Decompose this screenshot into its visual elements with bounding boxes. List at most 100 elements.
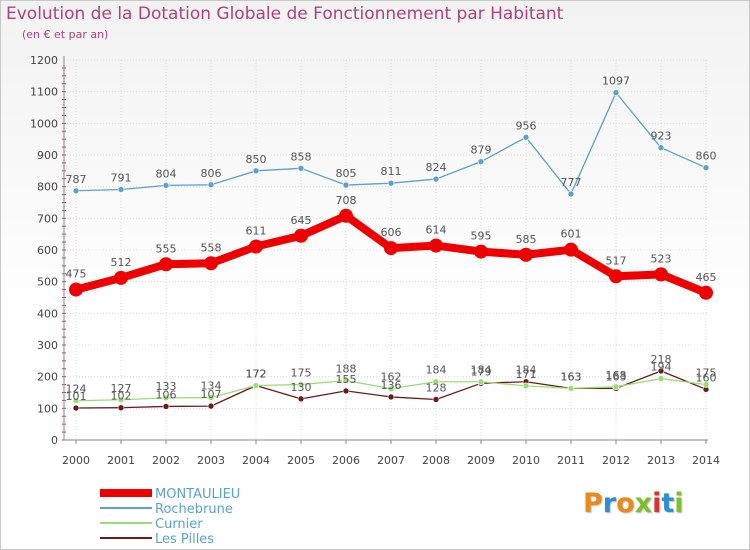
data-point <box>117 186 125 193</box>
proxiti-logo: Proxiti <box>583 488 684 519</box>
data-label: 168 <box>606 369 627 382</box>
data-label: 136 <box>381 379 402 392</box>
data-point <box>162 182 170 189</box>
data-point <box>207 402 215 410</box>
logo-letter: i <box>652 488 662 519</box>
y-tick-label: 800 <box>37 181 58 194</box>
data-point <box>162 403 170 410</box>
data-label: 787 <box>66 173 87 186</box>
y-tick-label: 1000 <box>30 117 58 130</box>
data-label: 128 <box>426 381 447 394</box>
data-label: 860 <box>696 150 717 163</box>
data-label: 956 <box>516 119 537 132</box>
data-label: 184 <box>516 364 537 377</box>
data-label: 923 <box>651 130 672 143</box>
data-point <box>384 241 398 256</box>
logo-letter: o <box>616 488 635 519</box>
logo-letter: r <box>602 488 617 519</box>
data-label: 130 <box>291 381 312 394</box>
data-point <box>207 181 215 189</box>
data-point <box>387 179 395 187</box>
data-point <box>69 282 83 297</box>
data-point <box>609 269 623 284</box>
data-point <box>567 385 575 392</box>
data-label: 194 <box>651 361 672 374</box>
data-point <box>252 167 260 175</box>
data-point <box>657 367 665 375</box>
data-label: 606 <box>381 226 402 239</box>
y-tick-label: 1100 <box>30 86 58 99</box>
data-label: 614 <box>426 224 447 237</box>
data-label: 558 <box>201 241 222 254</box>
data-point <box>339 208 353 223</box>
logo-letter: t <box>661 488 675 519</box>
data-label: 585 <box>516 233 537 246</box>
data-label: 708 <box>336 194 357 207</box>
data-label: 1097 <box>602 75 630 88</box>
data-label: 611 <box>246 225 267 238</box>
data-point <box>162 394 170 402</box>
data-point <box>657 144 665 152</box>
x-tick-label: 2006 <box>332 454 360 467</box>
data-point <box>519 247 533 262</box>
x-tick-label: 2002 <box>152 454 180 467</box>
data-label: 163 <box>606 370 627 383</box>
data-label: 791 <box>111 172 132 185</box>
data-label: 184 <box>471 364 492 377</box>
x-tick-label: 2011 <box>557 454 585 467</box>
data-label: 172 <box>246 368 267 381</box>
data-point <box>342 181 350 189</box>
y-tick-label: 700 <box>37 212 58 225</box>
data-label: 171 <box>516 368 537 381</box>
data-point <box>432 378 440 386</box>
x-tick-label: 2007 <box>377 454 405 467</box>
data-point <box>702 164 710 171</box>
x-tick-label: 2001 <box>107 454 135 467</box>
data-label: 163 <box>561 370 582 383</box>
x-tick-label: 2014 <box>692 454 720 467</box>
y-tick-label: 200 <box>37 371 58 384</box>
data-label: 850 <box>246 153 267 166</box>
y-tick-label: 900 <box>37 149 58 162</box>
data-point <box>204 256 218 271</box>
data-point <box>564 242 578 257</box>
data-label: 475 <box>66 268 87 281</box>
data-point <box>657 375 665 382</box>
data-label: 162 <box>381 371 402 384</box>
data-point <box>297 381 305 388</box>
legend-label: Rochebrune <box>155 502 233 517</box>
data-point <box>249 239 263 254</box>
y-tick-label: 1200 <box>30 54 58 67</box>
data-point <box>387 385 395 393</box>
x-tick-label: 2000 <box>62 454 90 467</box>
data-label: 595 <box>471 230 492 243</box>
data-point <box>477 378 485 386</box>
axes: 0 100 200 300 400 500 600 700 800 900 1000 1100 1200… <box>30 54 720 467</box>
logo-letter: x <box>634 488 653 519</box>
legend-label: MONTAULIEU <box>155 487 240 502</box>
data-point <box>612 383 620 391</box>
data-point <box>474 244 488 259</box>
data-point <box>612 89 620 96</box>
data-label: 879 <box>471 144 492 157</box>
data-point <box>294 228 308 243</box>
data-label: 806 <box>201 167 222 180</box>
data-point <box>432 396 440 403</box>
data-point <box>114 270 128 285</box>
data-label: 188 <box>336 362 357 375</box>
data-label: 175 <box>291 367 312 380</box>
data-label: 163 <box>561 370 582 383</box>
data-label: 127 <box>111 382 132 395</box>
data-label: 804 <box>156 167 177 180</box>
data-label: 172 <box>246 368 267 381</box>
data-label: 555 <box>156 242 177 255</box>
x-tick-label: 2012 <box>602 454 630 467</box>
x-tick-label: 2004 <box>242 454 270 467</box>
data-label: 101 <box>66 390 87 403</box>
data-label: 102 <box>111 390 132 403</box>
data-point <box>159 257 173 272</box>
data-point <box>342 387 350 395</box>
data-label: 133 <box>156 380 177 393</box>
